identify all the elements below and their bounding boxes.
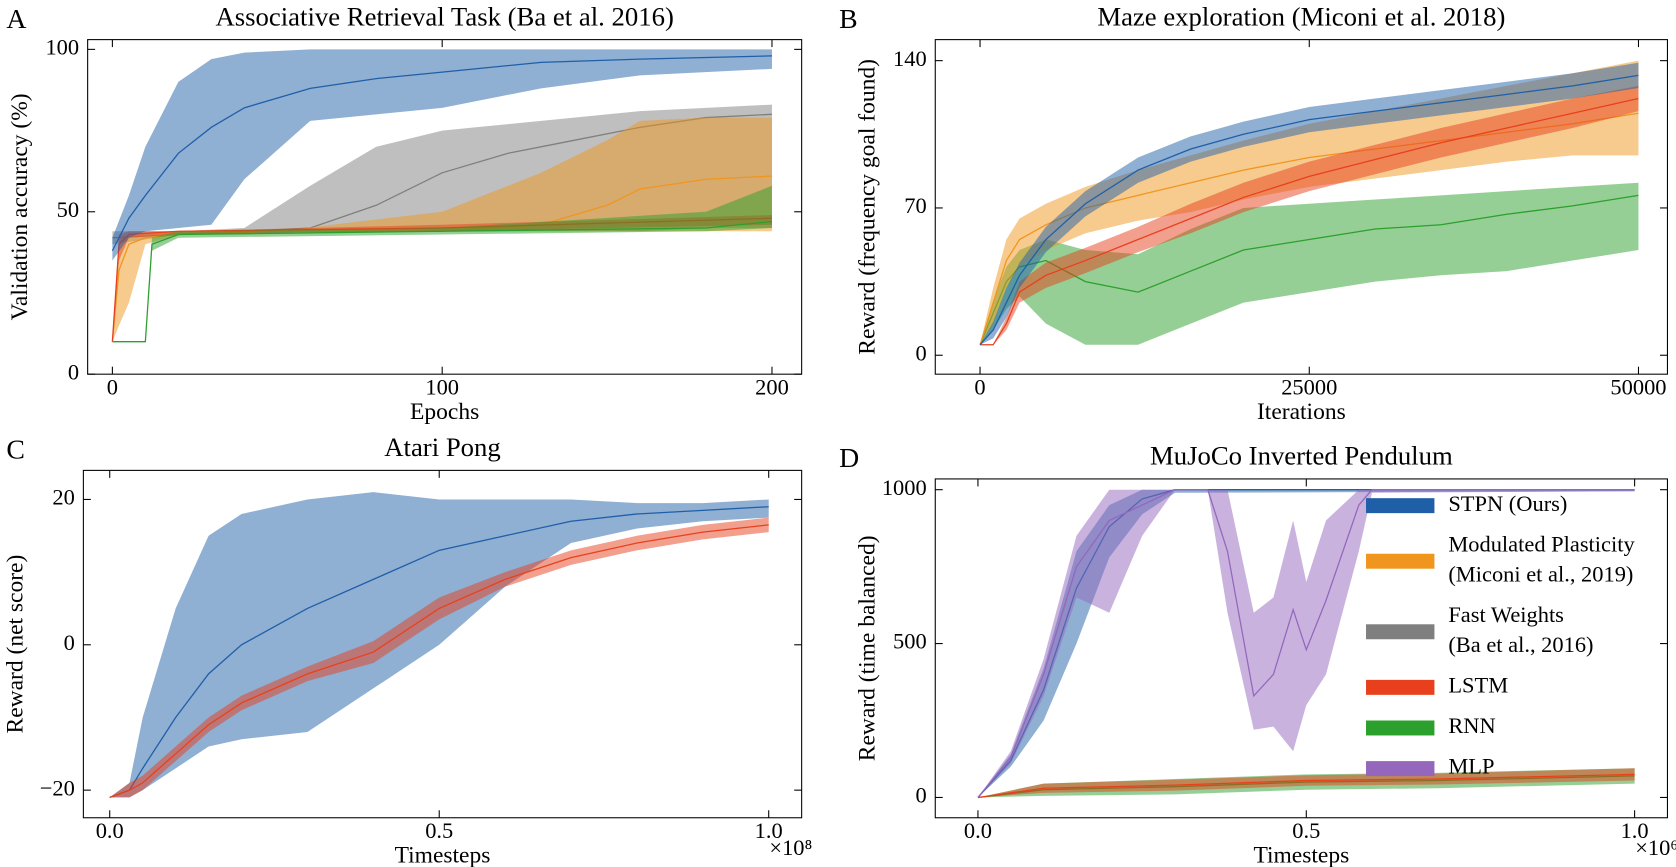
y-tick-label: 140 [893,46,927,71]
plot-area [109,492,769,799]
x-tick-label: 0.5 [425,818,453,843]
legend-label: (Ba et al., 2016) [1448,632,1593,657]
x-axis-label: Timesteps [395,843,491,867]
panel: B Maze exploration (Miconi et al. 2018) It… [839,1,1668,425]
line [111,55,772,252]
y-axis-label: Reward (frequency goal found) [854,59,880,355]
y-tick-label: −20 [40,775,75,800]
legend-swatch [1366,624,1435,640]
band [977,768,1635,798]
chart-title: Maze exploration (Miconi et al. 2018) [1097,1,1505,31]
band [980,85,1639,345]
panel: D MuJoCo Inverted Pendulum Timesteps Reward… [839,441,1676,867]
legend-label: Fast Weights [1448,602,1564,627]
x-offset-label: ×10⁸ [769,835,812,860]
panel: A Associative Retrieval Task (Ba et al. 2… [6,1,803,425]
x-tick-label: 0 [107,374,118,399]
y-axis-label: Reward (time balanced) [854,535,880,761]
legend-swatch [1366,553,1435,569]
legend-label: LSTM [1448,673,1508,698]
x-tick-label: 100 [425,374,459,399]
line [977,489,1635,798]
y-tick-label: 0 [915,340,926,365]
legend-swatch [1366,679,1435,695]
legend-swatch [1366,761,1435,777]
panel: C Atari Pong Timesteps Reward (net score) ×1… [2,432,812,867]
x-axis-label: Iterations [1257,399,1346,425]
legend-label: (Miconi et al., 2019) [1448,561,1633,586]
legend: STPN (Ours) Modulated Plasticity (Miconi e… [1366,491,1635,779]
band [977,489,1635,798]
chart-title: MuJoCo Inverted Pendulum [1150,441,1453,471]
x-tick-label: 0.5 [1292,818,1320,843]
x-offset-label: ×10⁶ [1635,835,1676,860]
y-tick-label: 1000 [882,475,927,500]
y-tick-label: 0 [64,630,75,655]
x-tick-label: 0.0 [964,818,992,843]
y-tick-label: 50 [57,197,79,222]
x-axis-label: Epochs [410,399,479,425]
band [112,49,772,261]
legend-swatch [1366,498,1435,514]
y-tick-label: 20 [52,485,74,510]
chart-title: Atari Pong [384,432,501,462]
legend-label: STPN (Ours) [1448,491,1567,516]
axes-frame [934,39,1668,375]
line [109,524,769,799]
panel-letter: D [839,443,859,474]
y-tick-label: 0 [915,783,926,808]
line [977,773,1635,799]
legend-label: RNN [1448,713,1495,738]
y-tick-label: 500 [893,629,927,654]
x-tick-label: 50000 [1610,374,1666,399]
axes-frame [87,39,803,375]
panel-letter: B [839,4,858,35]
chart-title: Associative Retrieval Task (Ba et al. 20… [215,1,673,31]
x-tick-label: 25000 [1281,374,1337,399]
legend-label: Modulated Plasticity [1448,531,1635,556]
line [979,74,1639,346]
panel-letter: A [6,4,26,35]
x-tick-label: 0.0 [96,818,124,843]
x-tick-label: 1.0 [1621,818,1649,843]
y-tick-label: 100 [45,35,79,60]
line [109,506,769,799]
y-tick-label: 70 [904,193,926,218]
y-tick-label: 0 [68,359,79,384]
legend-label: MLP [1448,754,1494,779]
band [980,182,1639,345]
x-tick-label: 1.0 [755,818,783,843]
x-axis-label: Timesteps [1253,843,1349,867]
y-axis-label: Validation accuracy (%) [7,93,33,320]
y-axis-label: Reward (net score) [2,555,28,734]
plot-area [111,49,773,343]
line [112,220,773,343]
band [112,185,772,342]
panel-letter: C [6,435,25,466]
x-tick-label: 200 [755,374,789,399]
x-tick-label: 0 [974,374,985,399]
axes-frame [82,469,803,819]
plot-area [977,489,1635,799]
legend-swatch [1366,720,1435,736]
axes-frame [934,478,1668,819]
plot-area [979,60,1639,346]
line [980,97,1639,346]
